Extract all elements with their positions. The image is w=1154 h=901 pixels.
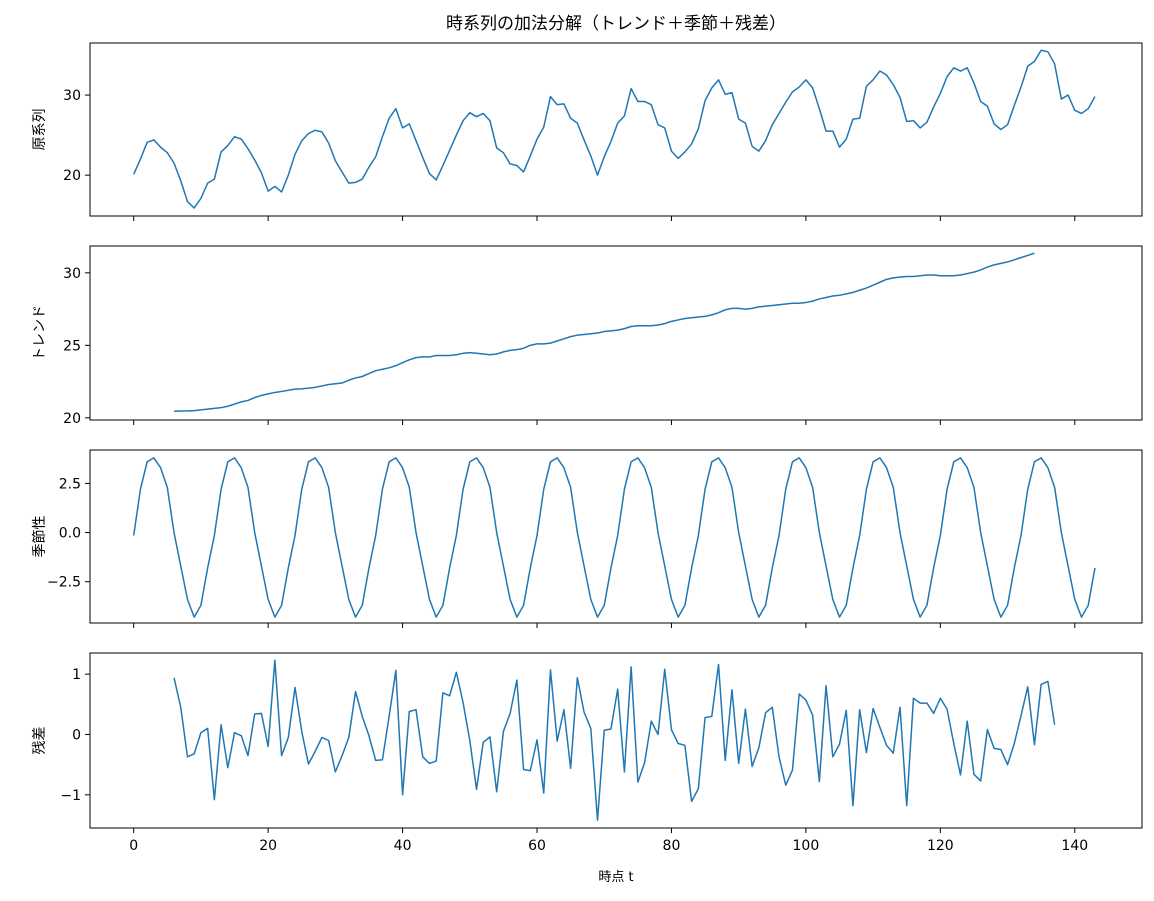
x-tick-label: 140 — [1061, 838, 1088, 854]
panel-observed: 20 30 原系列 — [32, 42, 1143, 221]
y-axis-label-trend: トレンド — [32, 305, 48, 361]
y-tick-label-residual: −1 — [60, 788, 81, 804]
x-tick-label: 60 — [528, 838, 546, 854]
panel-frame-seasonal — [89, 449, 1143, 624]
series-line-observed — [133, 49, 1096, 209]
x-tick-label: 20 — [259, 838, 277, 854]
x-tick-label: 0 — [129, 838, 138, 854]
panel-seasonal: −2.5 0.0 2.5 季節性 — [31, 449, 1143, 628]
y-tick-label-observed: 20 — [63, 168, 81, 184]
y-axis-label-seasonal: 季節性 — [31, 516, 48, 558]
panel-frame-trend — [89, 245, 1143, 421]
panel-trend: 20 25 30 トレンド — [32, 245, 1143, 427]
series-line-trend — [173, 252, 1035, 413]
y-tick-label-trend: 30 — [63, 266, 81, 282]
chart-title: 時系列の加法分解（トレンド＋季節＋残差） — [446, 14, 786, 34]
y-tick-label-seasonal: −2.5 — [47, 575, 81, 591]
y-tick-label-trend: 25 — [63, 338, 81, 354]
y-axis-label-observed: 原系列 — [32, 109, 48, 151]
x-tick-label: 80 — [663, 838, 681, 854]
x-axis-label: 時点 t — [598, 870, 633, 885]
y-tick-label-observed: 30 — [63, 88, 81, 104]
x-tick-label: 120 — [927, 838, 954, 854]
panel-frame-observed — [89, 42, 1143, 217]
x-tick-label: 40 — [394, 838, 412, 854]
series-line-seasonal — [132, 457, 1096, 618]
panel-frame-residual — [89, 652, 1143, 829]
y-tick-label-residual: 1 — [72, 667, 81, 683]
y-tick-label-trend: 20 — [63, 411, 81, 427]
y-tick-label-residual: 0 — [72, 727, 81, 743]
y-axis-label-residual: 残差 — [32, 727, 48, 755]
y-tick-label-seasonal: 0.0 — [59, 526, 81, 542]
y-tick-label-seasonal: 2.5 — [59, 476, 81, 492]
series-line-residual — [173, 659, 1056, 821]
x-tick-label: 100 — [793, 838, 820, 854]
